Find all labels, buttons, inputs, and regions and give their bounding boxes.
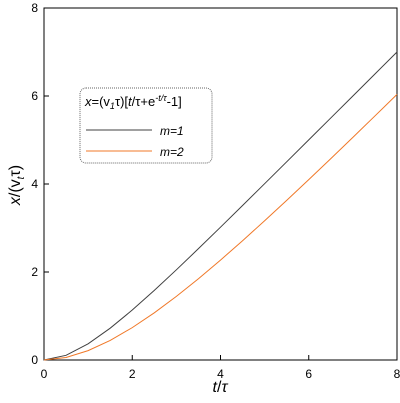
x-tick-label: 6 bbox=[305, 367, 312, 381]
y-tick-label: 0 bbox=[31, 353, 38, 367]
x-tick-label: 2 bbox=[129, 367, 136, 381]
legend-title: x=(v1τ)[t/τ+e-t/τ-1] bbox=[84, 93, 182, 111]
legend-box bbox=[79, 87, 213, 164]
series-line bbox=[43, 94, 398, 361]
y-tick-label: 6 bbox=[31, 89, 38, 103]
y-tick-label: 2 bbox=[31, 265, 38, 279]
y-axis-label: x/(vtτ) bbox=[7, 165, 27, 206]
x-tick-label: 0 bbox=[41, 367, 48, 381]
x-tick-label: 8 bbox=[394, 367, 400, 381]
plot-frame bbox=[43, 7, 398, 361]
x-axis-label: t/τ bbox=[213, 379, 229, 396]
y-tick-label: 4 bbox=[31, 177, 38, 191]
series-line bbox=[43, 51, 398, 361]
legend-label: m=1 bbox=[160, 124, 184, 138]
x-tick-label: 4 bbox=[217, 367, 224, 381]
y-tick-label: 8 bbox=[31, 1, 38, 15]
legend-label: m=2 bbox=[160, 145, 184, 159]
